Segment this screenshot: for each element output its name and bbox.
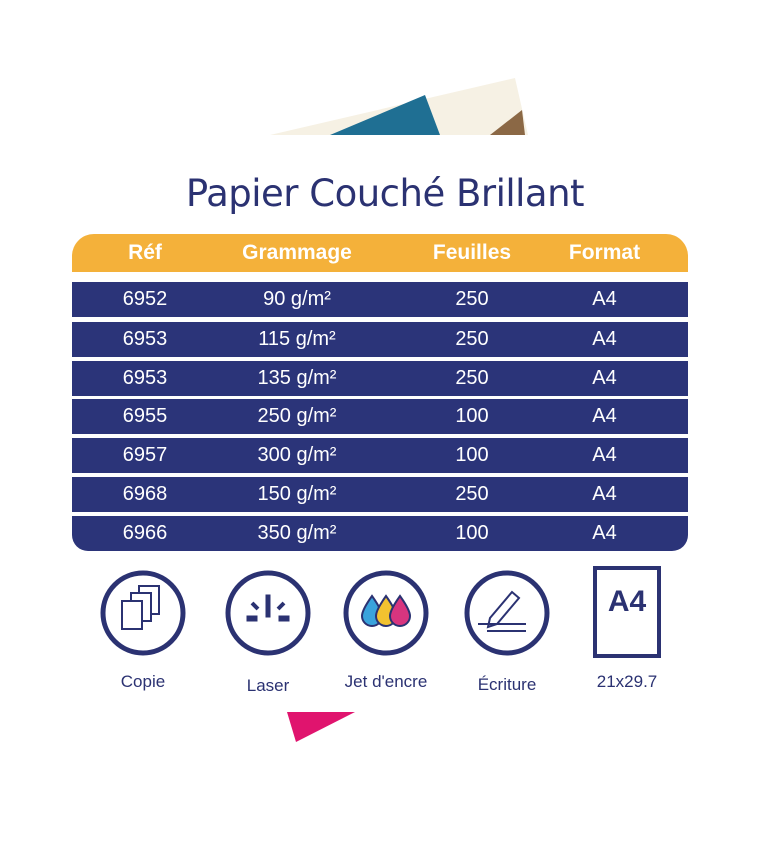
cell-ref: 6955 (122, 405, 168, 427)
table-row: 6953 135 g/m² 250 A4 (72, 361, 688, 396)
cell-format: A4 (592, 444, 617, 466)
cell-grammage: 135 g/m² (257, 367, 337, 389)
cell-ref: 6952 (122, 288, 168, 310)
a4-sheet-icon (593, 566, 661, 658)
cell-grammage: 300 g/m² (257, 444, 337, 466)
table-header: Réf Grammage Feuilles Format (72, 234, 688, 272)
cell-feuilles: 100 (455, 522, 489, 544)
label-copie: Copie (120, 672, 166, 691)
cell-feuilles: 250 (455, 288, 489, 310)
header-feuilles: Feuilles (432, 241, 512, 264)
cell-ref: 6966 (122, 522, 168, 544)
table-row: 6953 115 g/m² 250 A4 (72, 322, 688, 357)
cell-feuilles: 250 (455, 483, 489, 505)
header-format: Format (568, 241, 641, 264)
cell-format: A4 (592, 367, 617, 389)
cell-ref: 6953 (122, 328, 168, 350)
ink-drops-icon (343, 570, 429, 656)
cell-feuilles: 250 (455, 328, 489, 350)
cell-feuilles: 250 (455, 367, 489, 389)
table-row: 6952 90 g/m² 250 A4 (72, 282, 688, 317)
pen-writing-icon (464, 570, 550, 656)
label-laser: Laser (246, 676, 290, 695)
cell-grammage: 350 g/m² (257, 522, 337, 544)
laser-icon (225, 570, 311, 656)
cell-grammage: 150 g/m² (257, 483, 337, 505)
table-row: 6955 250 g/m² 100 A4 (72, 399, 688, 434)
header-ref: Réf (128, 241, 162, 264)
table-row: 6957 300 g/m² 100 A4 (72, 438, 688, 473)
page-title: Papier Couché Brillant (185, 172, 585, 215)
cell-feuilles: 100 (455, 444, 489, 466)
cell-ref: 6957 (122, 444, 168, 466)
cell-format: A4 (592, 288, 617, 310)
copy-pages-icon (100, 570, 186, 656)
cell-format: A4 (592, 405, 617, 427)
cell-feuilles: 100 (455, 405, 489, 427)
a4-badge: A4 (607, 585, 647, 618)
cell-format: A4 (592, 483, 617, 505)
label-ecriture: Écriture (477, 675, 537, 694)
cell-format: A4 (592, 522, 617, 544)
cell-grammage: 115 g/m² (258, 328, 336, 350)
label-jet-encre: Jet d'encre (344, 672, 428, 691)
cell-ref: 6953 (122, 367, 168, 389)
table-row: 6968 150 g/m² 250 A4 (72, 477, 688, 512)
header-grammage: Grammage (242, 241, 352, 264)
cell-ref: 6968 (122, 483, 168, 505)
cell-format: A4 (592, 328, 617, 350)
table-row: 6966 350 g/m² 100 A4 (72, 516, 688, 551)
cell-grammage: 250 g/m² (257, 405, 337, 427)
label-format-size: 21x29.7 (596, 672, 658, 691)
cell-grammage: 90 g/m² (263, 288, 331, 310)
